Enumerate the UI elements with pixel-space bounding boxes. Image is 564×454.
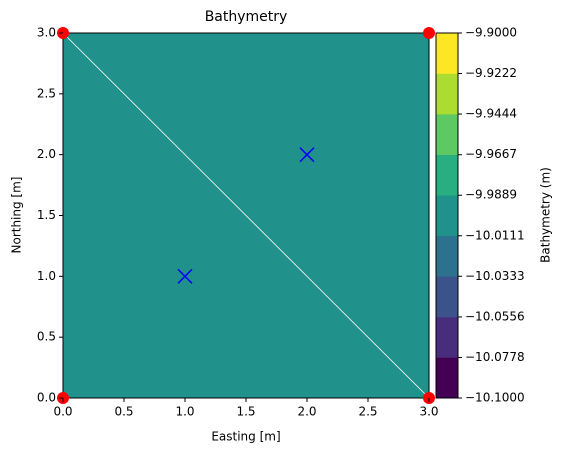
colorbar-label: Bathymetry (m)	[539, 167, 553, 263]
colorbar-segment	[436, 357, 458, 399]
colorbar-tick-label: −9.9222	[465, 66, 517, 80]
colorbar-segment	[436, 154, 458, 196]
colorbar-tick-label: −9.9889	[465, 188, 517, 202]
colorbar-tick-label: −10.0111	[465, 228, 525, 242]
colorbar-segment	[436, 114, 458, 156]
y-tick-label: 1.0	[37, 269, 56, 283]
y-tick-label: 0.0	[37, 391, 56, 405]
colorbar-tick-label: −9.9444	[465, 107, 517, 121]
point-marker	[299, 147, 315, 163]
node-marker	[423, 27, 435, 39]
x-tick-label: 3.0	[419, 405, 438, 419]
colorbar-tick-label: −9.9000	[465, 26, 517, 40]
x-tick-label: 2.5	[358, 405, 377, 419]
colorbar-tick-label: −10.0778	[465, 350, 525, 364]
colorbar-segment	[436, 316, 458, 358]
y-tick-label: 2.5	[37, 86, 56, 100]
chart-title: Bathymetry	[205, 9, 288, 25]
colorbar-tick-label: −10.0556	[465, 309, 525, 323]
colorbar-tick-label: −10.1000	[465, 391, 525, 405]
y-tick-label: 1.5	[37, 208, 56, 222]
x-tick-label: 1.5	[236, 405, 255, 419]
y-tick-label: 2.0	[37, 147, 56, 161]
point-marker	[177, 268, 193, 284]
colorbar-tick-label: −10.0333	[465, 269, 525, 283]
y-tick-label: 0.5	[37, 330, 56, 344]
x-tick-label: 0.0	[53, 405, 72, 419]
colorbar-segment	[436, 276, 458, 318]
y-tick-label: 3.0	[37, 26, 56, 40]
x-tick-label: 1.0	[175, 405, 194, 419]
x-tick-label: 2.0	[297, 405, 316, 419]
x-axis-label: Easting [m]	[211, 430, 280, 444]
y-axis-label: Northing [m]	[10, 177, 24, 254]
colorbar-segment	[436, 33, 458, 74]
colorbar-segment	[436, 235, 458, 277]
mesh-edge	[62, 32, 430, 399]
x-tick-label: 0.5	[114, 405, 133, 419]
colorbar-segment	[436, 73, 458, 115]
colorbar-frame	[435, 32, 459, 399]
colorbar-segment	[436, 195, 458, 237]
colorbar-tick-label: −9.9667	[465, 147, 517, 161]
